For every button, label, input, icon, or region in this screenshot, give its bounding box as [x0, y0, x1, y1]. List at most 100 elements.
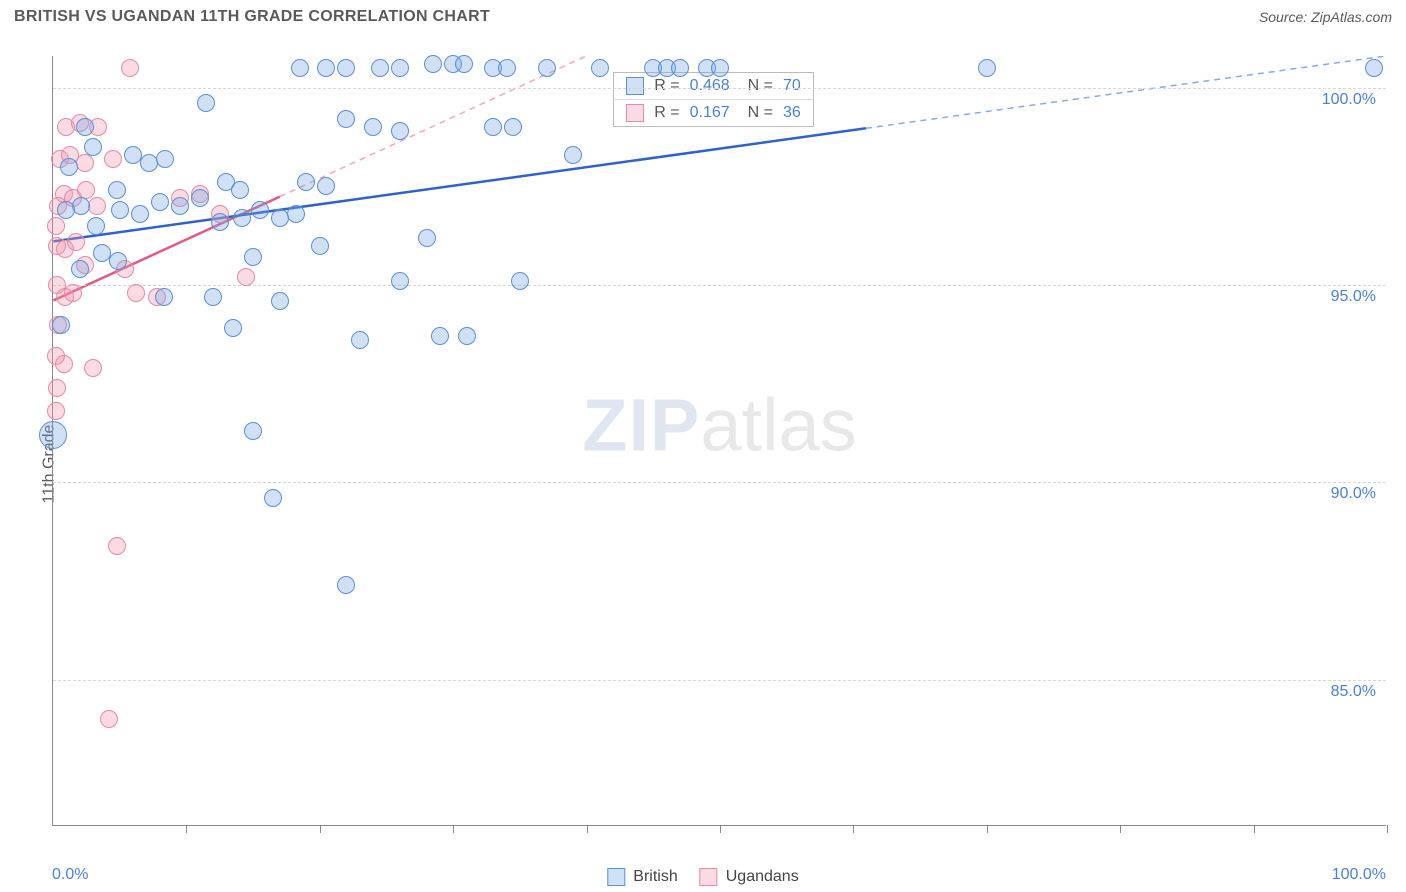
scatter-point [71, 260, 89, 278]
scatter-point [251, 201, 269, 219]
chart-header: BRITISH VS UGANDAN 11TH GRADE CORRELATIO… [0, 0, 1406, 30]
scatter-point [197, 94, 215, 112]
watermark-atlas: atlas [700, 384, 856, 467]
scatter-point [87, 217, 105, 235]
scatter-point [155, 288, 173, 306]
x-tick-min: 0.0% [52, 866, 88, 884]
scatter-point [351, 331, 369, 349]
scatter-point [371, 59, 389, 77]
scatter-point [287, 205, 305, 223]
scatter-point [47, 217, 65, 235]
scatter-point [52, 316, 70, 334]
x-tick [1254, 825, 1255, 833]
scatter-point [84, 138, 102, 156]
watermark: ZIPatlas [582, 383, 856, 468]
y-tick-label: 95.0% [1331, 288, 1376, 306]
scatter-point [171, 197, 189, 215]
scatter-point [264, 489, 282, 507]
legend-label: Ugandans [726, 868, 799, 886]
y-tick-label: 100.0% [1322, 91, 1376, 109]
scatter-point [233, 209, 251, 227]
x-tick [320, 825, 321, 833]
n-value: 70 [783, 77, 801, 95]
r-value: 0.468 [690, 77, 730, 95]
chart-source: Source: ZipAtlas.com [1259, 9, 1392, 25]
x-tick [720, 825, 721, 833]
x-tick [186, 825, 187, 833]
x-tick [1120, 825, 1121, 833]
x-tick [1387, 825, 1388, 833]
scatter-point [455, 55, 473, 73]
scatter-point [511, 272, 529, 290]
plot-area: ZIPatlas R =0.468N =70R =0.167N =36 85.0… [52, 56, 1386, 826]
swatch-icon [700, 868, 718, 886]
swatch-icon [607, 868, 625, 886]
legend-item-ugandan: Ugandans [700, 868, 799, 886]
scatter-point [64, 284, 82, 302]
gridline [53, 88, 1386, 89]
scatter-point [108, 537, 126, 555]
scatter-point [431, 327, 449, 345]
scatter-point [244, 422, 262, 440]
scatter-point [237, 268, 255, 286]
watermark-zip: ZIP [582, 384, 700, 467]
n-label: N = [748, 104, 773, 122]
legend-label: British [633, 868, 677, 886]
scatter-point [211, 213, 229, 231]
scatter-point [204, 288, 222, 306]
x-tick [453, 825, 454, 833]
x-tick [853, 825, 854, 833]
scatter-point [337, 110, 355, 128]
scatter-point [109, 252, 127, 270]
x-tick [587, 825, 588, 833]
scatter-point [84, 359, 102, 377]
scatter-point [538, 59, 556, 77]
scatter-point [60, 158, 78, 176]
legend-item-british: British [607, 868, 677, 886]
scatter-point [978, 59, 996, 77]
scatter-point [317, 59, 335, 77]
scatter-point [1365, 59, 1383, 77]
r-value: 0.167 [690, 104, 730, 122]
bottom-legend: British Ugandans [607, 868, 798, 886]
scatter-point [711, 59, 729, 77]
scatter-point [291, 59, 309, 77]
swatch-icon [626, 104, 644, 122]
scatter-point [458, 327, 476, 345]
scatter-point [364, 118, 382, 136]
scatter-point [418, 229, 436, 247]
scatter-point [337, 59, 355, 77]
scatter-point [39, 421, 67, 449]
n-value: 36 [783, 104, 801, 122]
scatter-point [564, 146, 582, 164]
scatter-point [391, 122, 409, 140]
regression-legend-box: R =0.468N =70R =0.167N =36 [613, 72, 814, 127]
scatter-point [271, 292, 289, 310]
gridline [53, 482, 1386, 483]
scatter-point [47, 402, 65, 420]
scatter-point [231, 181, 249, 199]
legend-row: R =0.468N =70 [614, 73, 813, 100]
scatter-point [244, 248, 262, 266]
scatter-point [104, 150, 122, 168]
scatter-point [311, 237, 329, 255]
scatter-point [424, 55, 442, 73]
scatter-point [391, 59, 409, 77]
scatter-point [67, 233, 85, 251]
scatter-point [111, 201, 129, 219]
scatter-point [484, 118, 502, 136]
scatter-point [156, 150, 174, 168]
scatter-point [191, 189, 209, 207]
legend-row: R =0.167N =36 [614, 100, 813, 126]
scatter-point [57, 201, 75, 219]
scatter-point [131, 205, 149, 223]
scatter-point [337, 576, 355, 594]
swatch-icon [626, 77, 644, 95]
gridline [53, 285, 1386, 286]
gridline [53, 680, 1386, 681]
scatter-point [391, 272, 409, 290]
regression-lines [53, 56, 1386, 825]
scatter-point [151, 193, 169, 211]
scatter-point [55, 355, 73, 373]
n-label: N = [748, 77, 773, 95]
